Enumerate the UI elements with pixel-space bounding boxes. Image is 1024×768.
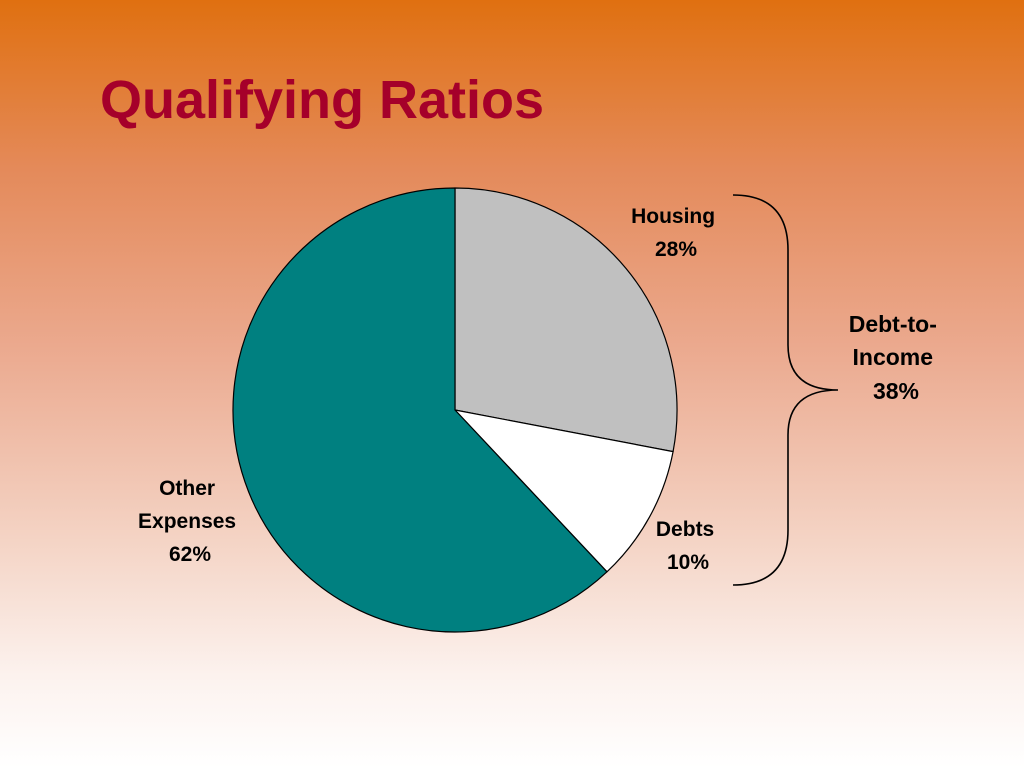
slice-label-debts: Debts 10% [656,518,720,574]
pie-slices [232,187,678,633]
debt-to-income-label: Debt-to- Income 38% [849,311,944,404]
slice-label-other-line2: Expenses [138,510,236,533]
pie-slice-debts [454,409,674,573]
pie-slice-other-expenses [232,187,608,633]
slice-label-housing-name: Housing [631,205,715,228]
slice-label-housing: Housing 28% [631,205,721,261]
debt-to-income-brace [732,194,839,586]
debt-to-income-value: 38% [873,378,919,404]
slice-label-other-expenses: Other Expenses 62% [138,477,242,566]
slice-label-other-value: 62% [169,543,211,566]
slice-label-housing-value: 28% [655,238,697,261]
slice-label-debts-name: Debts [656,518,714,541]
debt-to-income-line2: Income [853,344,934,370]
debt-to-income-line1: Debt-to- [849,311,937,337]
slice-label-debts-value: 10% [667,551,709,574]
pie-slice-housing [454,187,678,453]
slice-label-other-line1: Other [159,477,215,500]
slide-title: Qualifying Ratios [100,70,545,130]
